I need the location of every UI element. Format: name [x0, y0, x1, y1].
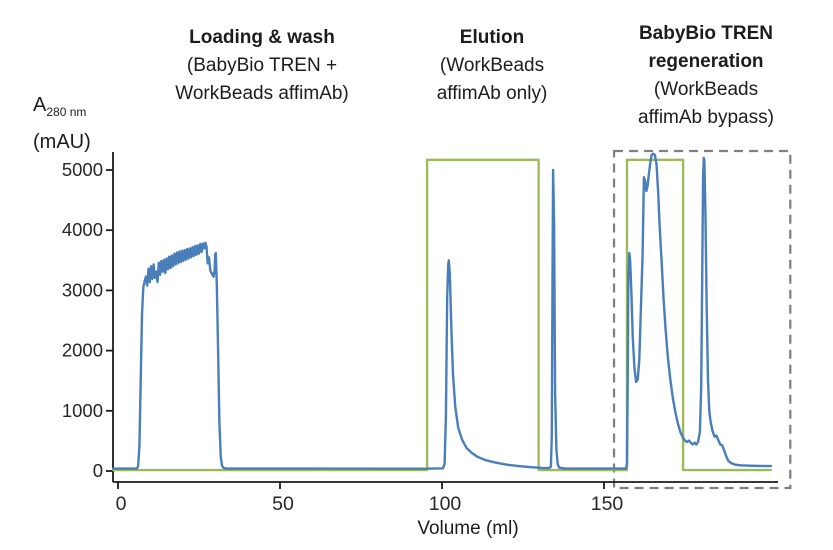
y-tick-label: 3000	[62, 279, 103, 300]
section-label-elution: Elution (WorkBeads affimAb only)	[437, 24, 548, 108]
step-signal-green-trace	[111, 158, 773, 472]
x-tick-label: 0	[116, 493, 127, 515]
y-tick-label: 5000	[62, 159, 103, 180]
section-subtitle: (WorkBeads	[653, 79, 759, 100]
section-subtitle: affimAb only)	[436, 83, 548, 104]
section-subtitle: affimAb bypass)	[638, 107, 774, 128]
y-tick-label: 4000	[62, 219, 103, 240]
section-label-regeneration: BabyBio TREN regeneration (WorkBeads aff…	[638, 20, 774, 132]
section-label-loading-wash: Loading & wash (BabyBio TREN + WorkBeads…	[175, 24, 349, 108]
y-axis-label: A280 nm (mAU)	[33, 90, 91, 157]
x-tick-label: 150	[591, 493, 624, 515]
x-tick-label: 100	[429, 493, 462, 515]
x-tick-label: 50	[272, 493, 294, 515]
y-axis-label-quantity: A280 nm	[33, 94, 87, 119]
y-tick-label: 2000	[62, 340, 103, 361]
x-axis-label: Volume (ml)	[417, 518, 519, 539]
regeneration-highlight-box	[612, 149, 792, 490]
y-tick-label: 1000	[62, 400, 103, 421]
uv-absorbance-a280-blue-trace	[111, 152, 773, 470]
section-subtitle: WorkBeads affimAb)	[175, 83, 349, 104]
section-subtitle: (BabyBio TREN +	[186, 55, 338, 76]
section-title: BabyBio TREN	[638, 23, 774, 44]
section-title: regeneration	[648, 51, 764, 72]
section-subtitle: (WorkBeads	[439, 55, 545, 76]
y-tick-label: 0	[93, 460, 103, 481]
section-title: Loading & wash	[189, 27, 335, 48]
section-title: Elution	[459, 27, 525, 48]
y-axis-label-unit: (mAU)	[33, 131, 91, 153]
